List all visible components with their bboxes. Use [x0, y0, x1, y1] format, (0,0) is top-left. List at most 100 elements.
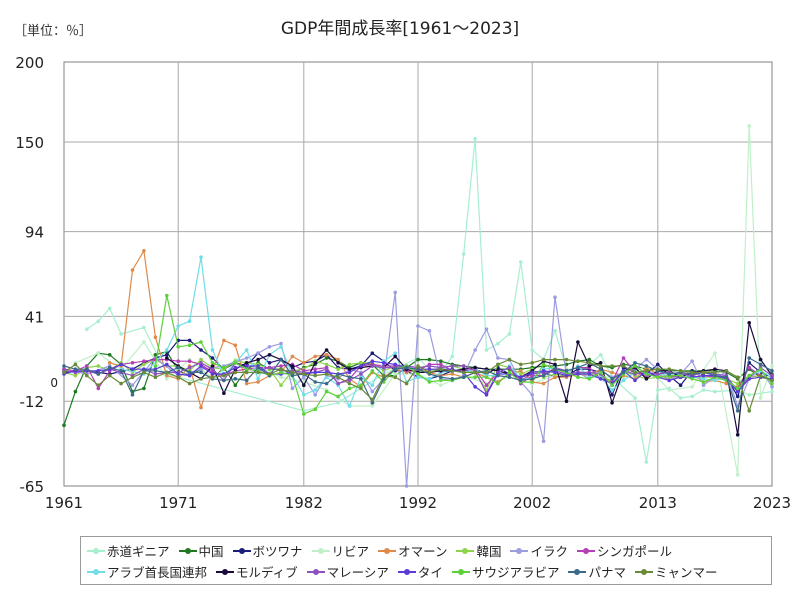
- data-point: [473, 375, 477, 380]
- data-point: [187, 319, 192, 324]
- data-point: [713, 373, 717, 378]
- data-point: [576, 359, 580, 364]
- data-point: [564, 362, 569, 367]
- data-point: [713, 389, 717, 394]
- data-point: [381, 373, 386, 378]
- legend-entry: マレーシア: [306, 561, 389, 582]
- legend-marker-dot: [317, 547, 324, 554]
- data-point: [461, 252, 466, 256]
- data-point: [256, 357, 260, 362]
- data-point: [735, 433, 740, 437]
- data-point: [530, 361, 534, 365]
- data-point: [187, 381, 192, 386]
- legend-marker-dot: [403, 568, 410, 575]
- data-point: [713, 378, 717, 383]
- data-point: [450, 377, 455, 381]
- data-point: [621, 356, 626, 360]
- data-point: [336, 357, 340, 362]
- data-point: [656, 375, 660, 380]
- data-point: [507, 370, 512, 375]
- data-point: [244, 361, 249, 365]
- data-point: [279, 357, 283, 362]
- data-point: [507, 332, 512, 336]
- data-point: [713, 351, 717, 356]
- data-point: [107, 306, 112, 311]
- x-tick-label: 1982: [285, 494, 323, 512]
- data-point: [667, 378, 671, 383]
- data-point: [633, 364, 637, 368]
- data-point: [336, 361, 340, 365]
- legend-marker-dot: [640, 568, 647, 575]
- data-point: [233, 370, 238, 375]
- data-point: [621, 370, 626, 375]
- data-point: [461, 367, 466, 372]
- data-point: [336, 372, 340, 376]
- data-point: [199, 348, 203, 352]
- data-point: [450, 369, 455, 373]
- data-point: [598, 364, 603, 368]
- legend-label: ミャンマー: [654, 565, 718, 580]
- data-point: [142, 362, 146, 367]
- data-point: [644, 357, 649, 362]
- legend-marker: [568, 567, 587, 577]
- data-point: [324, 362, 329, 367]
- data-point: [621, 378, 626, 383]
- data-point: [370, 401, 375, 405]
- data-point: [119, 332, 123, 336]
- legend-label: イラク: [530, 544, 568, 559]
- data-point: [370, 364, 375, 368]
- data-point: [153, 353, 158, 357]
- data-point: [541, 369, 546, 373]
- data-point: [507, 357, 512, 362]
- legend-marker: [634, 567, 653, 577]
- data-point: [336, 401, 340, 405]
- data-point: [519, 369, 523, 373]
- data-point: [370, 397, 375, 402]
- data-point: [244, 348, 249, 352]
- data-point: [747, 365, 751, 370]
- data-point: [633, 370, 637, 375]
- data-point: [370, 369, 375, 373]
- legend-marker: [306, 567, 325, 577]
- data-point: [381, 365, 386, 370]
- legend-marker-dot: [462, 547, 469, 554]
- data-point: [302, 393, 306, 397]
- legend-label: シンガポール: [596, 544, 672, 559]
- data-point: [244, 364, 249, 368]
- data-point: [73, 373, 78, 378]
- data-point: [598, 370, 603, 375]
- data-point: [747, 124, 751, 128]
- data-point: [576, 375, 580, 380]
- data-point: [427, 377, 432, 381]
- data-point: [107, 361, 112, 365]
- data-point: [176, 324, 180, 328]
- y-tick-label: -65: [20, 478, 45, 496]
- data-point: [313, 367, 318, 372]
- data-point: [165, 348, 169, 352]
- data-point: [701, 377, 706, 381]
- data-point: [519, 372, 523, 376]
- data-point: [484, 348, 489, 352]
- data-point: [244, 367, 249, 372]
- legend: 赤道ギニア 中国 ボツワナ リビア オマーン 韓国 イラク シンガポール アラブ首長国連邦 モルデ…: [80, 536, 772, 585]
- data-point: [165, 370, 169, 375]
- data-point: [165, 373, 169, 378]
- data-point: [324, 389, 329, 394]
- data-point: [656, 362, 660, 367]
- data-point: [267, 361, 272, 365]
- data-point: [701, 373, 706, 378]
- legend-entry: モルディブ: [216, 561, 298, 582]
- data-point: [279, 370, 283, 375]
- data-point: [439, 378, 443, 383]
- legend-marker: [576, 546, 595, 556]
- data-point: [244, 370, 249, 375]
- data-point: [176, 372, 180, 376]
- data-point: [313, 373, 318, 378]
- data-point: [347, 381, 352, 386]
- data-point: [210, 348, 215, 352]
- data-point: [244, 356, 249, 360]
- data-point: [541, 381, 546, 386]
- data-point: [336, 375, 340, 380]
- data-point: [644, 377, 649, 381]
